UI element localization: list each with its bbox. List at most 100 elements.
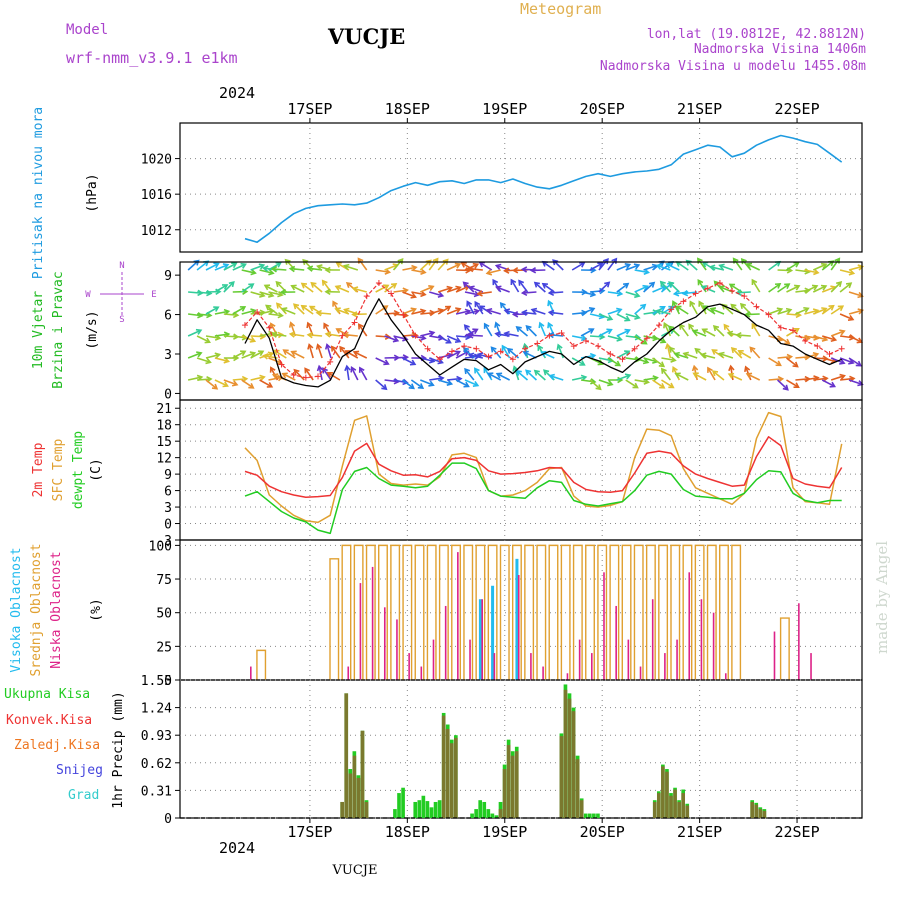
wind-arrow-head	[269, 322, 276, 329]
wind-arrow	[736, 291, 751, 294]
wind-arrow-head	[464, 367, 471, 375]
precip-unit-label: 1hr Precip (mm)	[111, 691, 126, 808]
wind-arrow-head	[428, 330, 436, 337]
wind-gust-line	[244, 282, 842, 379]
wind-arrow-head	[624, 328, 631, 335]
watermark: made by Angel	[873, 541, 891, 654]
cloud-mid-bar	[585, 544, 595, 680]
precip-convective-bar	[575, 759, 580, 818]
wind-arrow	[316, 344, 323, 359]
wind-arrow	[310, 282, 323, 293]
wind-arrow	[384, 264, 398, 271]
wind-gust-marker	[668, 306, 675, 313]
wind-arrow-head	[775, 360, 782, 367]
cloud-low-bar	[700, 599, 703, 680]
wind-gust-marker	[363, 293, 370, 300]
wind-arrow	[384, 379, 399, 383]
wind-arrow	[580, 328, 594, 337]
wind-arrow-head	[777, 375, 785, 383]
cloud-mid-bar	[256, 649, 267, 680]
wind-arrow-head	[522, 350, 529, 357]
wind-arrow	[393, 356, 408, 359]
wind-arrow-head	[691, 364, 699, 372]
temperature-ytick-label: -3	[156, 534, 172, 549]
wind-arrow-head	[409, 359, 417, 366]
wind-arrow	[410, 379, 424, 389]
wind-arrow-head	[330, 345, 337, 352]
day-label-top: 19SEP	[482, 100, 527, 118]
wind-arrow	[478, 353, 492, 359]
wind-gust-marker	[570, 343, 577, 350]
wind-arrow	[487, 309, 501, 315]
wind-arrow	[656, 264, 671, 271]
wind-arrow	[290, 333, 305, 337]
model-label: Model	[66, 22, 108, 38]
wind-arrow-head	[384, 268, 392, 275]
wind-arrow	[549, 374, 564, 381]
cloud-ytick-label: 75	[156, 573, 172, 588]
day-label-top: 22SEP	[774, 100, 819, 118]
wind-arrow-head	[392, 336, 400, 343]
cloud-low-bar	[347, 666, 350, 680]
wind-arrow	[325, 333, 341, 337]
wind-arrow-head	[784, 283, 791, 290]
wind-arrow	[539, 322, 547, 337]
wind-arrow	[384, 283, 397, 293]
wind-arrow-head	[300, 282, 308, 289]
wind-arrow	[675, 373, 689, 381]
wind-arrow-head	[530, 307, 538, 314]
wind-arrow	[547, 322, 556, 337]
wind-arrow-head	[265, 304, 272, 311]
wind-arrow	[616, 283, 629, 293]
wind-arrow-head	[659, 306, 666, 312]
wind-arrow	[232, 350, 246, 359]
cloud-mid-bar	[390, 544, 401, 680]
wind-arrow-head	[520, 266, 528, 273]
wind-arrow-head	[193, 259, 200, 266]
wind-compass-icon: N S W E	[85, 261, 156, 325]
wind-arrow-head	[335, 262, 342, 268]
wind-arrow	[598, 328, 612, 337]
wind-gust-marker	[656, 322, 663, 329]
wind-arrow-head	[673, 351, 680, 359]
wind-arrow	[446, 263, 461, 271]
wind-arrow	[250, 350, 264, 359]
wind-arrow-head	[290, 284, 297, 291]
wind-arrow	[474, 301, 484, 315]
wind-arrow-head	[812, 351, 820, 359]
wind-arrow	[679, 324, 689, 337]
wind-arrow	[777, 283, 790, 293]
wind-arrow-head	[334, 285, 342, 292]
wind-arrow-head	[793, 328, 800, 334]
wind-arrow-head	[634, 334, 642, 341]
wind-arrow	[420, 285, 434, 293]
wind-arrow	[848, 335, 862, 343]
wind-arrow-head	[606, 328, 613, 335]
wind-arrow	[479, 261, 493, 271]
wind-arrow-head	[616, 290, 624, 297]
wind-arrow-head	[525, 324, 532, 332]
wind-arrow	[223, 379, 238, 386]
wind-arrow	[634, 269, 649, 274]
wind-arrow-head	[707, 366, 713, 373]
wind-arrow-head	[547, 309, 555, 317]
wind-arrow	[839, 269, 854, 275]
wind-arrow-head	[660, 337, 667, 344]
day-label-bottom: 18SEP	[385, 823, 430, 841]
wind-arrow	[232, 263, 246, 271]
wind-arrow	[272, 268, 287, 271]
wind-arrow	[205, 262, 219, 271]
chart-layer: 17SEP 17SEP 18SEP 18SEP 19SEP 19SEP 20SEP 20SEP…	[141, 100, 865, 841]
wind-arrow	[728, 373, 743, 381]
wind-arrow-head	[668, 346, 675, 353]
wind-arrow	[232, 306, 246, 315]
temp-unit-label: (C)	[89, 458, 104, 481]
temperature-ytick-label: 12	[156, 452, 172, 467]
wind-arrow	[523, 351, 537, 359]
wind-arrow-head	[420, 268, 427, 276]
wind-arrow	[411, 335, 426, 340]
wind-arrow-head	[828, 304, 835, 311]
wind-arrow-head	[744, 311, 751, 318]
wind-gust-marker	[692, 290, 699, 297]
wind-arrow-head	[723, 323, 730, 330]
